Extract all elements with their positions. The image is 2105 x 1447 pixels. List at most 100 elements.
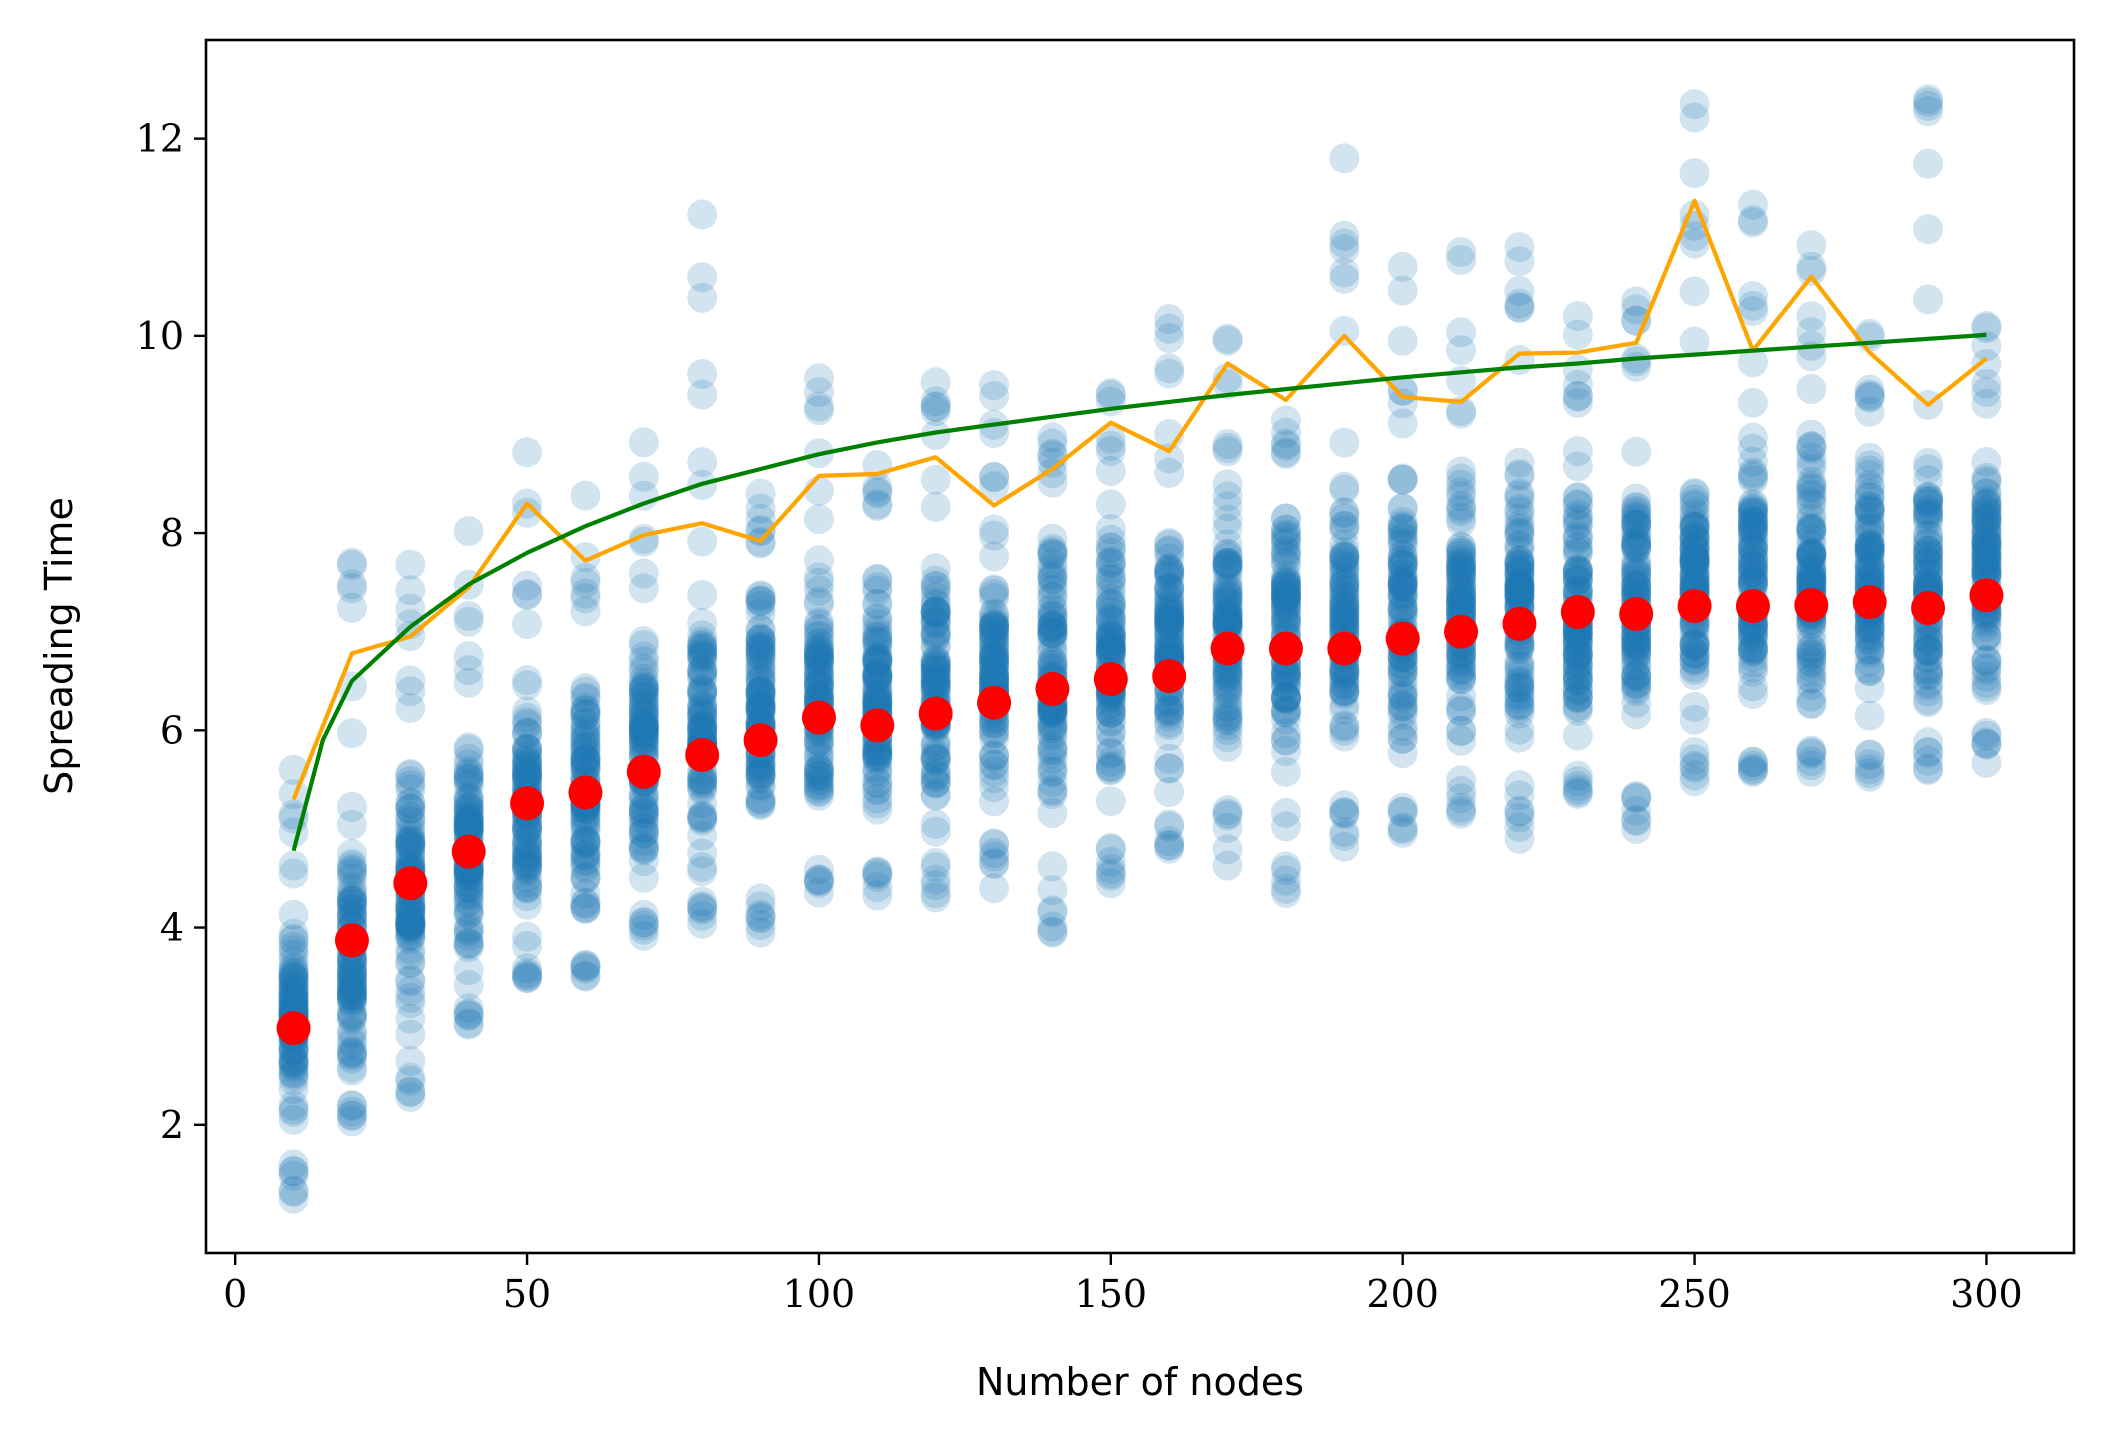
sample-point [1037,703,1068,734]
sample-point [1095,589,1126,620]
sample-point [1562,369,1593,400]
sample-point [745,632,776,663]
sample-point [1621,650,1652,681]
sample-point [745,749,776,780]
sample-point [1095,625,1126,656]
sample-point [1504,275,1535,306]
sample-point [1679,565,1710,596]
sample-point [336,979,367,1010]
sample-point [1679,549,1710,580]
sample-point [1095,834,1126,865]
sample-point [920,740,951,771]
sample-point [920,758,951,789]
sample-point [803,755,834,786]
sample-point [395,934,426,965]
sample-point [1971,675,2002,706]
sample-point [745,635,776,666]
sample-point [395,788,426,819]
sample-point [1446,587,1477,618]
sample-point [395,1019,426,1050]
sample-point [1621,699,1652,730]
sample-point [570,846,601,877]
sample-point [1270,855,1301,886]
sample-point [1679,541,1710,572]
sample-point [920,391,951,422]
sample-point [1329,600,1360,631]
sample-point [1971,528,2002,559]
sample-outlier [687,447,718,478]
sample-point [920,738,951,769]
sample-point [628,817,659,848]
sample-point [628,846,659,877]
sample-point [278,1058,309,1089]
sample-point [687,894,718,925]
sample-point [512,867,543,898]
sample-point [1037,604,1068,635]
sample-point [745,758,776,789]
sample-point [1154,535,1185,566]
sample-point [1329,575,1360,606]
sample-point [1037,428,1068,459]
sample-point [1913,685,1944,716]
sample-point [570,840,601,871]
sample-point [1387,539,1418,570]
sample-point [745,585,776,616]
sample-point [1270,547,1301,578]
sample-point [1621,782,1652,813]
sample-point [1212,575,1243,606]
sample-point [453,879,484,910]
sample-point [1037,776,1068,807]
sample-point [395,975,426,1006]
sample-point [1562,554,1593,585]
sample-point [453,764,484,795]
x-tick-label: 0 [223,1272,247,1316]
sample-point [1095,705,1126,736]
sample-point [1329,474,1360,505]
sample-point [1270,559,1301,590]
sample-point [745,752,776,783]
sample-outlier [1095,868,1126,899]
sample-point [1796,540,1827,571]
sample-point [395,840,426,871]
sample-point [1154,558,1185,589]
sample-point [1154,707,1185,738]
sample-point [1737,461,1768,492]
sample-point [1679,532,1710,563]
sample-point [1913,555,1944,586]
sample-point [1504,673,1535,704]
sample-point [395,910,426,941]
sample-point [1037,911,1068,942]
sample-point [1446,568,1477,599]
sample-point [1621,562,1652,593]
sample-point [1854,563,1885,594]
sample-point [1562,760,1593,791]
sample-point [1971,661,2002,692]
sample-point [1504,557,1535,588]
sample-point [1095,561,1126,592]
sample-point [1679,497,1710,528]
sample-point [745,883,776,914]
sample-point [512,750,543,781]
sample-point [1737,556,1768,587]
x-tick-label: 50 [503,1272,551,1316]
sample-point [628,708,659,739]
sample-point [1737,755,1768,786]
sample-point [628,793,659,824]
sample-point [336,1106,367,1137]
sample-point [1913,568,1944,599]
sample-point [1854,532,1885,563]
sample-point [803,730,834,761]
sample-point [1154,627,1185,658]
sample-point [453,898,484,929]
sample-point [512,881,543,912]
sample-point [1621,436,1652,467]
sample-point [1913,676,1944,707]
sample-point [1037,617,1068,648]
sample-point [1446,561,1477,592]
sample-point [862,489,893,520]
sample-point [862,738,893,769]
sample-point [1854,546,1885,577]
sample-point [1270,568,1301,599]
sample-point [1037,895,1068,926]
sample-point [1796,636,1827,667]
